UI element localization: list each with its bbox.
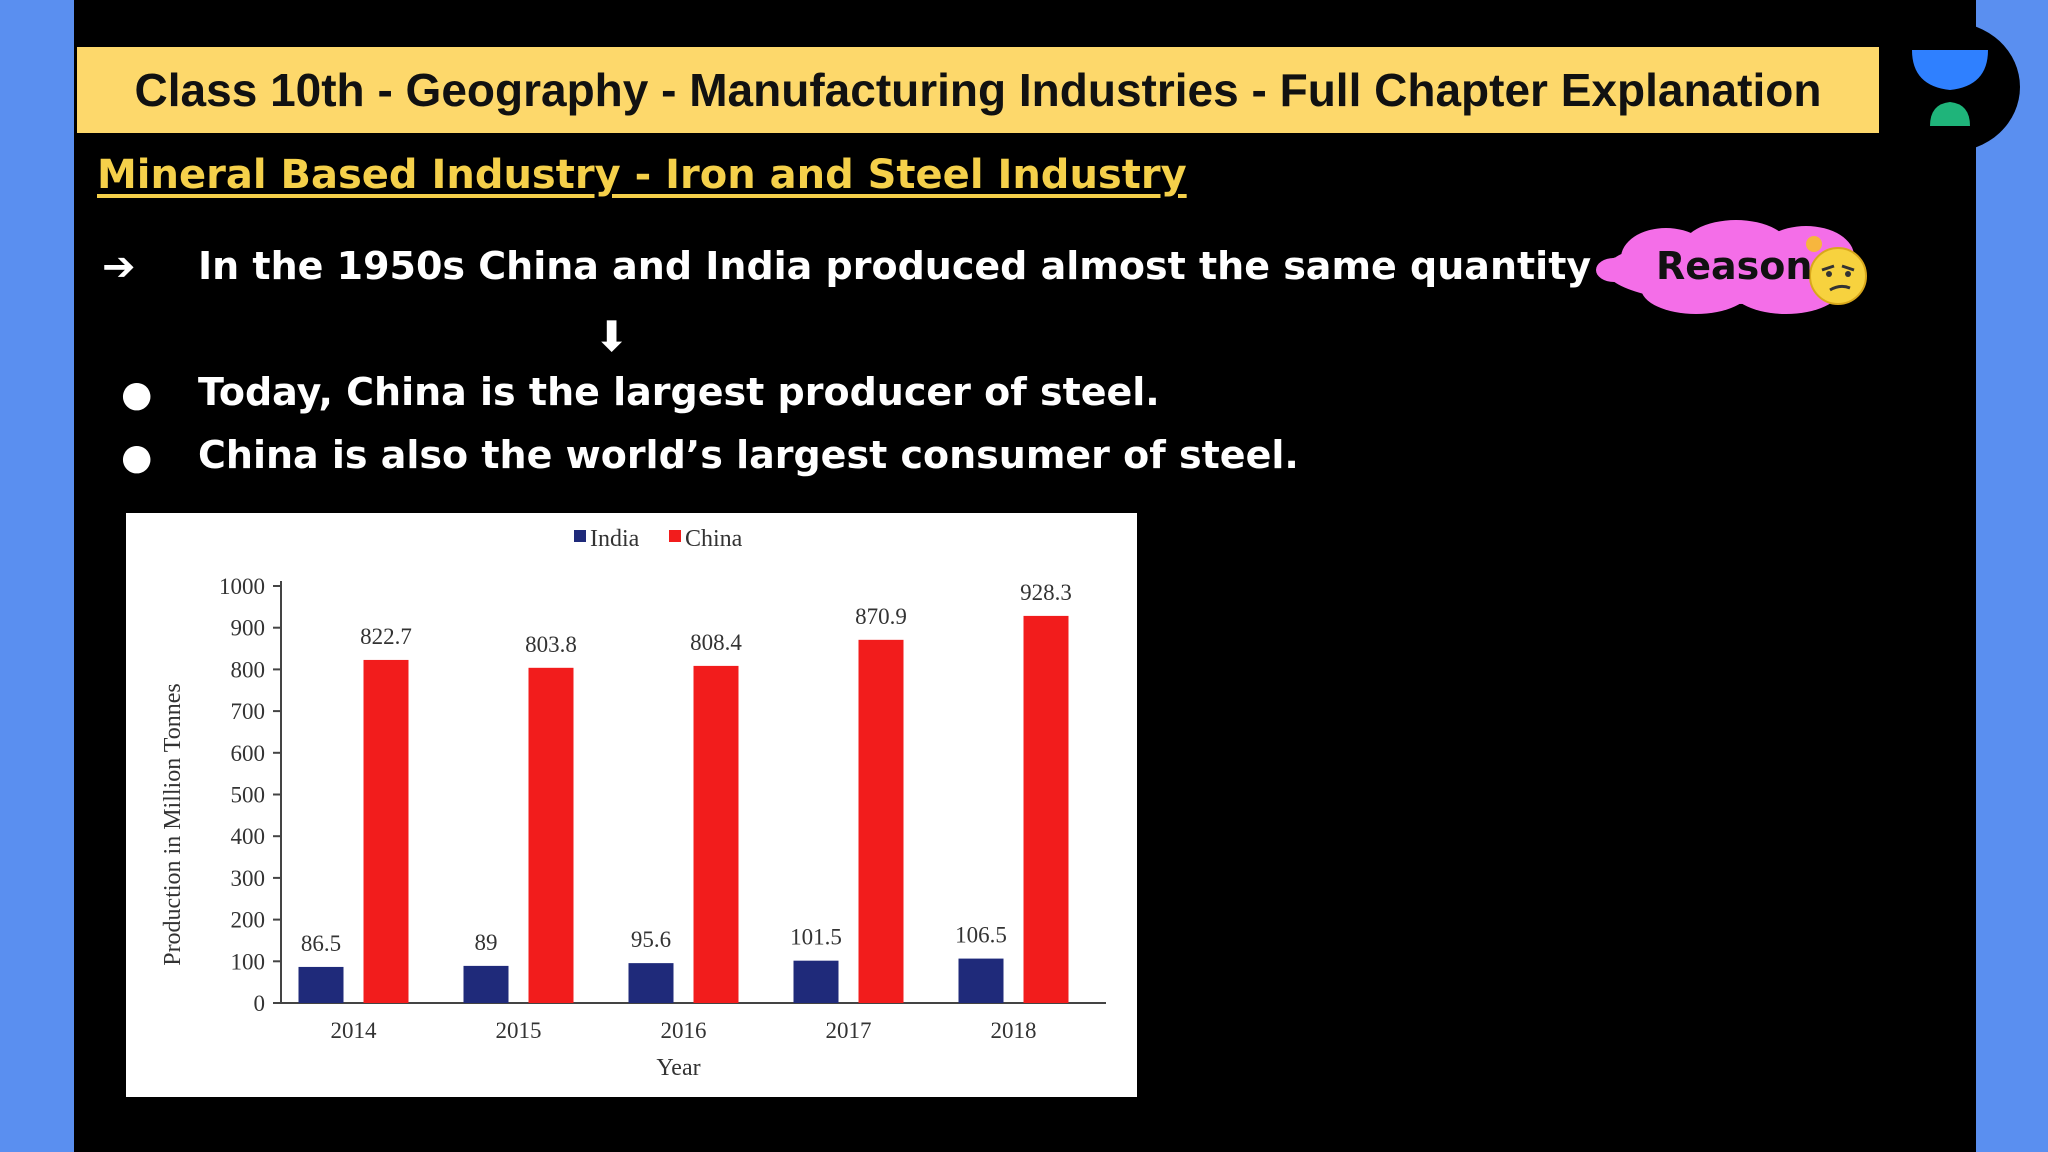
- y-axis-title: Production in Million Tonnes: [160, 683, 186, 966]
- legend-label: China: [685, 526, 743, 552]
- x-tick-label: 2015: [496, 1018, 542, 1043]
- reason-badge: Reason: [1596, 218, 1876, 318]
- cloud-shape: [1596, 220, 1866, 314]
- data-label: 101.5: [790, 925, 842, 950]
- bullet-dot: ●: [121, 437, 153, 478]
- logo-badge: [1880, 22, 2020, 152]
- bullet-dot: ●: [121, 374, 153, 415]
- data-label: 870.9: [855, 604, 907, 629]
- bar-china: [858, 639, 904, 1003]
- bar-india: [958, 958, 1004, 1003]
- x-tick-label: 2014: [331, 1018, 378, 1043]
- y-tick-label: 600: [231, 741, 266, 766]
- x-tick-label: 2017: [826, 1018, 872, 1043]
- left-side-bar: [0, 0, 74, 1152]
- bar-india: [463, 965, 509, 1003]
- reason-label: Reason: [1656, 244, 1813, 288]
- page-title: Class 10th - Geography - Manufacturing I…: [134, 64, 1822, 116]
- y-tick-label: 500: [231, 783, 266, 808]
- title-banner: Class 10th - Geography - Manufacturing I…: [77, 47, 1879, 133]
- y-tick-label: 300: [231, 866, 266, 891]
- data-label: 106.5: [955, 923, 1007, 948]
- right-arrow-icon: ➔: [102, 244, 136, 290]
- steel-production-chart: 0 100 200 300 400 500 600 700 800 900 1000 86.5 822.…: [126, 513, 1137, 1097]
- data-label: 95.6: [631, 927, 671, 952]
- legend-label: India: [590, 526, 640, 552]
- data-label: 808.4: [690, 630, 742, 655]
- legend-swatch-india: [574, 530, 586, 542]
- legend-swatch-china: [669, 530, 681, 542]
- y-tick-label: 900: [231, 616, 266, 641]
- x-tick-label: 2016: [661, 1018, 707, 1043]
- data-label: 822.7: [360, 624, 412, 649]
- bar-china: [528, 667, 574, 1003]
- down-arrow-icon: ⬇: [594, 312, 630, 361]
- y-tick-label: 400: [231, 824, 266, 849]
- bar-china: [363, 659, 409, 1003]
- data-label: 928.3: [1020, 580, 1072, 605]
- y-tick-label: 700: [231, 699, 266, 724]
- hourglass-logo-icon: [1912, 50, 1988, 126]
- bar-india: [628, 963, 674, 1003]
- section-subtitle: Mineral Based Industry - Iron and Steel …: [97, 152, 1187, 198]
- data-label: 89: [475, 930, 498, 955]
- x-axis-title: Year: [656, 1055, 700, 1081]
- data-label: 86.5: [301, 931, 341, 956]
- bar-china: [1023, 615, 1069, 1003]
- y-tick-label: 1000: [219, 574, 265, 599]
- arrow-point-text: In the 1950s China and India produced al…: [198, 244, 1781, 288]
- y-tick-label: 100: [231, 949, 266, 974]
- data-label: 803.8: [525, 632, 577, 657]
- right-side-bar: [1976, 0, 2048, 1152]
- bar-china: [693, 665, 739, 1003]
- y-tick-label: 800: [231, 657, 266, 682]
- bar-india: [298, 966, 344, 1003]
- y-tick-label: 200: [231, 908, 266, 933]
- bullet-text: China is also the world’s largest consum…: [198, 433, 1299, 477]
- y-tick-label: 0: [254, 991, 266, 1016]
- x-tick-label: 2018: [991, 1018, 1037, 1043]
- bullet-text: Today, China is the largest producer of …: [198, 370, 1160, 414]
- thinking-face-icon: [1806, 236, 1867, 305]
- bar-chart-svg: 0 100 200 300 400 500 600 700 800 900 1000 86.5 822.…: [160, 526, 1106, 1081]
- bar-india: [793, 960, 839, 1003]
